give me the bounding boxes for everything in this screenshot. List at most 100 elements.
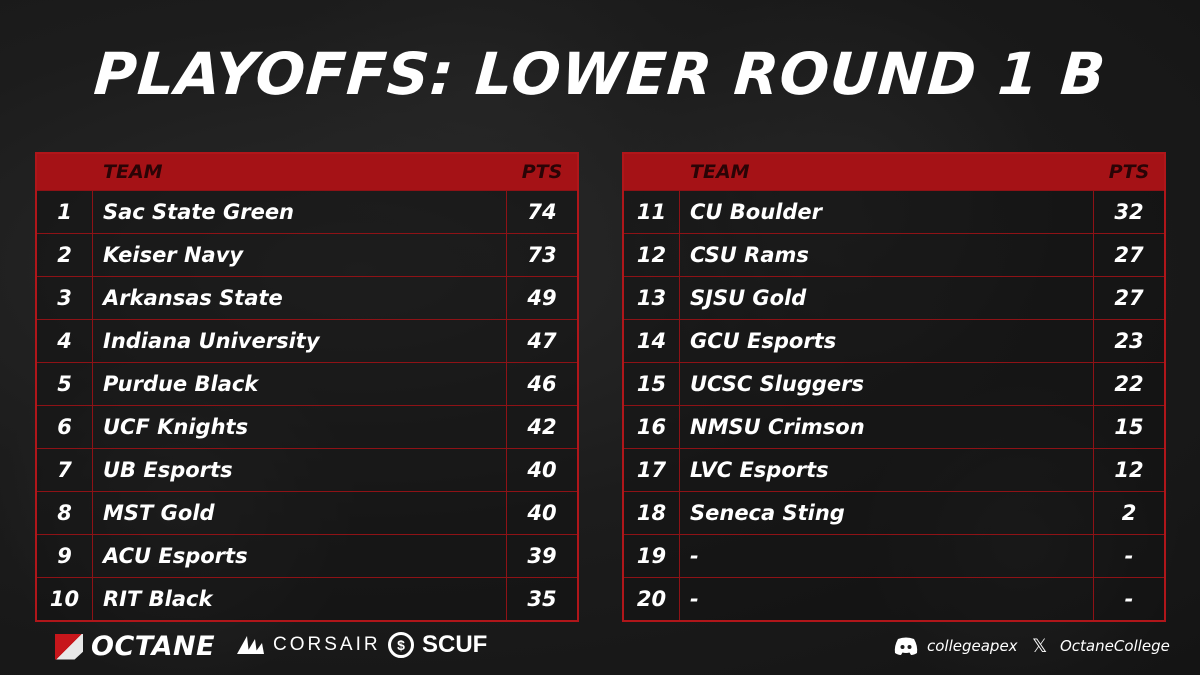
- rank-cell: 12: [624, 234, 680, 276]
- points-cell: 39: [527, 544, 557, 568]
- points-cell: 35: [527, 587, 557, 611]
- header-team: TEAM: [103, 161, 163, 183]
- table-header: TEAM PTS: [37, 154, 577, 190]
- rank-cell: 5: [37, 363, 93, 405]
- header-team: TEAM: [690, 161, 750, 183]
- team-name-cell: SJSU Gold: [680, 277, 1094, 319]
- points-cell: 47: [527, 329, 557, 353]
- team-name-cell: UCSC Sluggers: [680, 363, 1094, 405]
- rank-cell: 10: [37, 578, 93, 620]
- rank-cell: 4: [37, 320, 93, 362]
- rank-cell: 1: [37, 191, 93, 233]
- table-row: 10 RIT Black 35: [37, 577, 577, 620]
- octane-logo-icon: [55, 633, 83, 660]
- table-row: 1 Sac State Green 74: [37, 190, 577, 233]
- points-cell: 15: [1114, 415, 1144, 439]
- rank-cell: 13: [624, 277, 680, 319]
- table-row: 12 CSU Rams 27: [624, 233, 1164, 276]
- points-cell: 40: [527, 501, 557, 525]
- rank-cell: 15: [624, 363, 680, 405]
- team-name-cell: RIT Black: [93, 578, 507, 620]
- rank-cell: 19: [624, 535, 680, 577]
- x-handle: OctaneCollege: [1060, 637, 1170, 655]
- corsair-sails-icon: [237, 636, 264, 654]
- corsair-brand: CORSAIR: [235, 634, 381, 656]
- discord-link[interactable]: collegeapex: [893, 636, 1018, 656]
- table-row: 6 UCF Knights 42: [37, 405, 577, 448]
- table-row: 4 Indiana University 47: [37, 319, 577, 362]
- table-row: 2 Keiser Navy 73: [37, 233, 577, 276]
- points-cell: 42: [527, 415, 557, 439]
- table-row: 8 MST Gold 40: [37, 491, 577, 534]
- points-cell: -: [1124, 544, 1134, 568]
- x-link[interactable]: 𝕏 OctaneCollege: [1032, 636, 1170, 656]
- header-pts: PTS: [1108, 161, 1150, 183]
- points-cell: -: [1124, 587, 1134, 611]
- team-name-cell: UCF Knights: [93, 406, 507, 448]
- discord-handle: collegeapex: [927, 637, 1018, 655]
- points-cell: 12: [1114, 458, 1144, 482]
- team-name-cell: Seneca Sting: [680, 492, 1094, 534]
- team-name-cell: UB Esports: [93, 449, 507, 491]
- rank-cell: 7: [37, 449, 93, 491]
- table-row: 9 ACU Esports 39: [37, 534, 577, 577]
- scuf-s-icon: $: [388, 632, 414, 658]
- points-cell: 73: [527, 243, 557, 267]
- scuf-wordmark: SCUF: [422, 631, 488, 658]
- table-row: 16 NMSU Crimson 15: [624, 405, 1164, 448]
- team-name-cell: LVC Esports: [680, 449, 1094, 491]
- team-name-cell: CU Boulder: [680, 191, 1094, 233]
- points-cell: 23: [1114, 329, 1144, 353]
- team-name-cell: GCU Esports: [680, 320, 1094, 362]
- team-name-cell: NMSU Crimson: [680, 406, 1094, 448]
- table-row: 20- -: [624, 577, 1164, 620]
- corsair-wordmark: CORSAIR: [273, 634, 381, 655]
- table-header: TEAM PTS: [624, 154, 1164, 190]
- team-name-cell: Indiana University: [93, 320, 507, 362]
- rank-cell: 16: [624, 406, 680, 448]
- team-name-cell: ACU Esports: [93, 535, 507, 577]
- table-row: 11 CU Boulder 32: [624, 190, 1164, 233]
- rank-cell: 11: [624, 191, 680, 233]
- rank-cell: 20: [624, 578, 680, 620]
- points-cell: 27: [1114, 243, 1144, 267]
- octane-brand: OCTANE: [55, 631, 215, 662]
- points-cell: 46: [527, 372, 557, 396]
- rank-cell: 9: [37, 535, 93, 577]
- rank-cell: 17: [624, 449, 680, 491]
- header-pts: PTS: [521, 161, 563, 183]
- header-rank: [37, 154, 93, 190]
- team-name-cell: -: [680, 578, 1094, 620]
- footer: OCTANE CORSAIR $ SCUF collegeapex 𝕏 Octa…: [0, 627, 1200, 667]
- points-cell: 49: [527, 286, 557, 310]
- points-cell: 2: [1121, 501, 1137, 525]
- discord-icon: [894, 637, 918, 655]
- x-icon: 𝕏: [1032, 635, 1048, 657]
- team-name-cell: Arkansas State: [93, 277, 507, 319]
- table-row: 15 UCSC Sluggers 22: [624, 362, 1164, 405]
- team-name-cell: MST Gold: [93, 492, 507, 534]
- table-row: 18 Seneca Sting 2: [624, 491, 1164, 534]
- points-cell: 22: [1114, 372, 1144, 396]
- table-row: 14 GCU Esports 23: [624, 319, 1164, 362]
- team-name-cell: Keiser Navy: [93, 234, 507, 276]
- points-cell: 32: [1114, 200, 1144, 224]
- team-name-cell: Sac State Green: [93, 191, 507, 233]
- rank-cell: 3: [37, 277, 93, 319]
- header-rank: [624, 154, 680, 190]
- team-name-cell: CSU Rams: [680, 234, 1094, 276]
- table-row: 3 Arkansas State 49: [37, 276, 577, 319]
- standings-table-left: TEAM PTS 1 Sac State Green 74 2 Keiser Navy 7…: [35, 152, 579, 622]
- table-row: 17 LVC Esports 12: [624, 448, 1164, 491]
- rank-cell: 14: [624, 320, 680, 362]
- page-title: PLAYOFFS: LOWER ROUND 1 B: [91, 40, 1109, 108]
- table-row: 13 SJSU Gold 27: [624, 276, 1164, 319]
- table-row: 19- -: [624, 534, 1164, 577]
- rank-cell: 2: [37, 234, 93, 276]
- octane-wordmark: OCTANE: [91, 631, 216, 662]
- points-cell: 40: [527, 458, 557, 482]
- scuf-brand: $ SCUF: [388, 631, 487, 659]
- rank-cell: 8: [37, 492, 93, 534]
- rank-cell: 6: [37, 406, 93, 448]
- table-row: 7 UB Esports 40: [37, 448, 577, 491]
